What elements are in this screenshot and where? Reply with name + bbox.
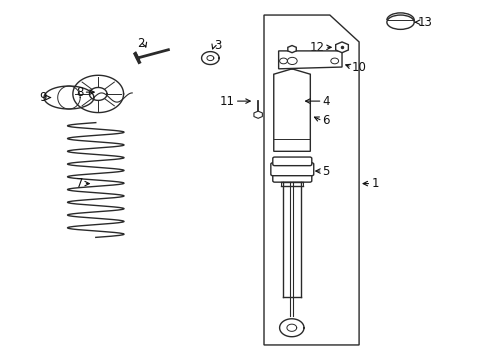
Text: 12: 12 — [309, 41, 325, 54]
Text: 3: 3 — [213, 39, 221, 52]
Text: 1: 1 — [370, 177, 378, 190]
Text: 6: 6 — [322, 114, 329, 127]
Text: 7: 7 — [76, 177, 83, 190]
Polygon shape — [278, 51, 341, 69]
Text: 9: 9 — [40, 91, 47, 104]
FancyBboxPatch shape — [270, 163, 313, 176]
Text: 10: 10 — [351, 60, 366, 73]
Polygon shape — [335, 42, 347, 53]
Text: 11: 11 — [219, 95, 234, 108]
Text: 5: 5 — [322, 165, 329, 177]
Polygon shape — [273, 69, 310, 151]
Text: 8: 8 — [76, 86, 83, 99]
Circle shape — [287, 57, 297, 64]
Polygon shape — [287, 45, 296, 53]
FancyBboxPatch shape — [272, 173, 311, 182]
Text: 13: 13 — [417, 16, 431, 29]
Polygon shape — [264, 15, 358, 345]
Circle shape — [279, 58, 287, 64]
Text: 2: 2 — [137, 36, 144, 50]
Ellipse shape — [386, 15, 413, 30]
Polygon shape — [253, 111, 262, 118]
Text: 4: 4 — [322, 95, 329, 108]
Circle shape — [330, 58, 338, 64]
FancyBboxPatch shape — [272, 157, 311, 166]
